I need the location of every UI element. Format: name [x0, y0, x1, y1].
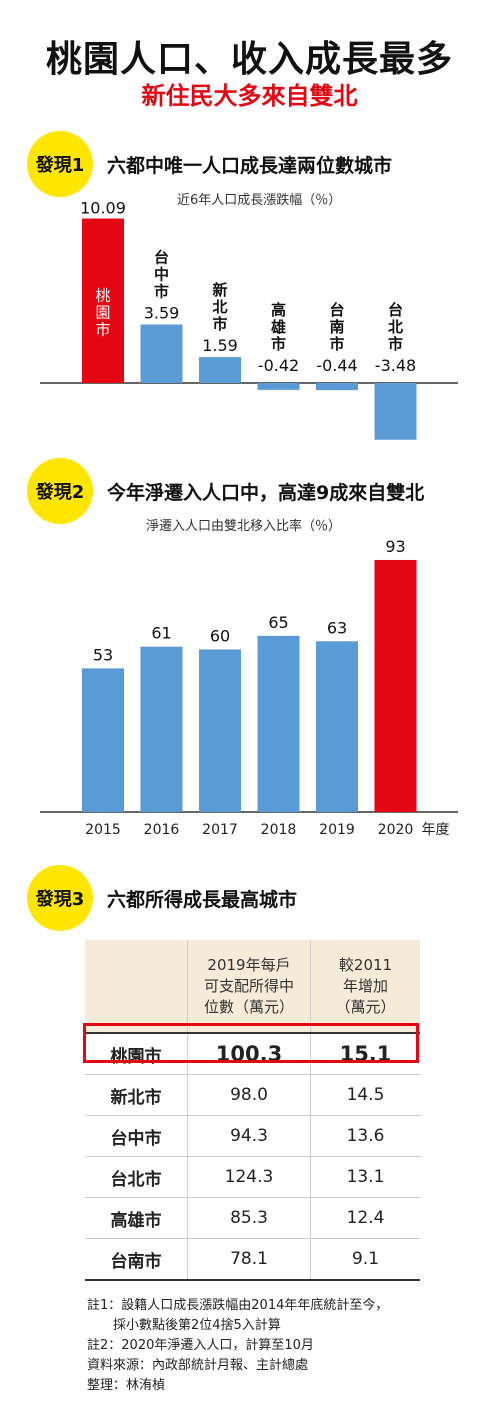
table-cell-city: 高雄市 — [85, 1197, 188, 1239]
chart2-value-label: 60 — [210, 626, 230, 645]
migration-share-chart: 53 2015 61 2016 60 2017 65 2018 63 2019 93 2020 年度 — [40, 537, 458, 838]
chart2-bar — [316, 641, 358, 812]
chart2-value-label: 63 — [327, 618, 347, 637]
footnotes: 註1：設籍人口成長漲跌幅由2014年年底統計至今， 採小數點後第2位4捨5入計算… — [87, 1296, 388, 1396]
chart1-category-label: 市 — [95, 321, 110, 339]
chart1-value-label: -0.44 — [316, 356, 357, 375]
chart2-value-label: 65 — [268, 613, 288, 632]
chart1-category-label: 中 — [154, 265, 169, 283]
chart1-bar — [316, 383, 358, 391]
chart2-bar — [199, 649, 241, 812]
chart2-year-label: 2019 — [319, 822, 355, 838]
chart2-bar — [140, 646, 183, 812]
chart1-bar — [374, 383, 417, 440]
chart2-bar — [82, 668, 124, 812]
chart2-year-label: 2015 — [85, 822, 121, 838]
table-header-row: 2019年每戶 可支配所得中 位數（萬元） 較2011 年增加 （萬元） — [85, 940, 420, 1034]
chart1-category-label: 高 — [271, 301, 286, 319]
table-row: 高雄市 85.3 12.4 — [85, 1197, 420, 1239]
table-cell-value: 12.4 — [310, 1197, 420, 1239]
chart1-value-label: 10.09 — [80, 200, 126, 218]
chart1-category-label: 桃 — [95, 287, 110, 305]
chart1-category-label: 北 — [388, 318, 403, 336]
table-row: 台北市 124.3 13.1 — [85, 1156, 420, 1198]
finding-1-badge: 發現1 — [27, 131, 93, 197]
chart1-category-label: 市 — [271, 335, 286, 353]
chart1-category-label: 市 — [329, 335, 344, 353]
page-subtitle: 新住民大多來自雙北 — [141, 81, 358, 110]
finding-3-badge: 發現3 — [27, 865, 93, 931]
chart1-category-label: 市 — [212, 315, 227, 333]
chart1-value-label: 1.59 — [202, 336, 238, 355]
table-header-income: 2019年每戶 可支配所得中 位數（萬元） — [187, 940, 311, 1034]
footnote-line: 整理：林洧楨 — [87, 1378, 166, 1393]
page-title: 桃園人口、收入成長最多 — [45, 38, 453, 80]
table-cell-value: 9.1 — [310, 1238, 420, 1281]
table-cell-value: 124.3 — [187, 1156, 311, 1198]
chart1-category-label: 南 — [329, 318, 344, 336]
table-cell-value: 78.1 — [187, 1238, 311, 1281]
table-cell-city: 台中市 — [85, 1115, 188, 1157]
table-cell-value: 13.6 — [310, 1115, 420, 1157]
chart2-year-label: 2018 — [261, 822, 297, 838]
table-cell-city: 桃園市 — [85, 1033, 188, 1075]
table-row: 新北市 98.0 14.5 — [85, 1074, 420, 1116]
chart2-x-suffix: 年度 — [422, 822, 450, 838]
chart1-category-label: 市 — [154, 282, 169, 300]
table-cell-city: 台北市 — [85, 1156, 188, 1198]
table-row: 桃園市 100.3 15.1 — [85, 1033, 420, 1075]
chart1-category-label: 台 — [388, 301, 403, 319]
chart1-bar — [82, 218, 124, 383]
highlight-row-box — [83, 1023, 419, 1063]
chart1-bar — [140, 324, 183, 383]
footnote-line: 註1：設籍人口成長漲跌幅由2014年年底統計至今， — [87, 1298, 389, 1313]
chart1-category-label: 園 — [95, 304, 110, 322]
finding-2-badge: 發現2 — [27, 458, 93, 524]
footnote-line: 註2：2020年淨遷入人口，計算至10月 — [87, 1338, 314, 1353]
chart1-category-label: 台 — [329, 301, 344, 319]
chart1-category-label: 雄 — [270, 318, 286, 336]
chart2-value-label: 61 — [151, 624, 171, 643]
finding-1: 發現1 六都中唯一人口成長達兩位數城市 — [27, 131, 392, 197]
table-row: 台中市 94.3 13.6 — [85, 1115, 420, 1157]
table-row: 台南市 78.1 9.1 — [85, 1238, 420, 1281]
table-cell-value: 94.3 — [187, 1115, 311, 1157]
table-header-empty — [85, 940, 188, 1034]
finding-1-text: 六都中唯一人口成長達兩位數城市 — [107, 154, 393, 177]
chart2-bar — [257, 635, 300, 812]
table-cell-value: 15.1 — [310, 1033, 420, 1075]
finding-2: 發現2 今年淨遷入人口中，高達9成來自雙北 — [27, 458, 424, 524]
finding-2-text: 今年淨遷入人口中，高達9成來自雙北 — [107, 481, 425, 504]
table-cell-value: 85.3 — [187, 1197, 311, 1239]
chart2-year-label: 2017 — [202, 822, 238, 838]
table-cell-city: 新北市 — [85, 1074, 188, 1116]
chart1-title: 近6年人口成長漲跌幅（％） — [177, 193, 342, 208]
chart1-bar — [199, 357, 241, 383]
chart2-year-label: 2016 — [144, 822, 180, 838]
chart2-bar — [374, 559, 417, 812]
table-header-increase: 較2011 年增加 （萬元） — [310, 940, 420, 1034]
chart1-bar — [257, 383, 300, 390]
finding-3: 發現3 六都所得成長最高城市 — [27, 865, 297, 931]
chart1-value-label: -3.48 — [375, 356, 416, 375]
chart2-year-label: 2020 — [378, 822, 414, 838]
chart1-value-label: 3.59 — [144, 303, 180, 322]
chart2-value-label: 93 — [385, 537, 405, 556]
table-cell-city: 台南市 — [85, 1238, 188, 1281]
income-table: 2019年每戶 可支配所得中 位數（萬元） 較2011 年增加 （萬元） 桃園市… — [85, 940, 420, 1281]
chart1-category-label: 市 — [388, 335, 403, 353]
chart1-value-label: -0.42 — [258, 356, 299, 375]
population-growth-chart: 桃園市10.09台中市3.59新北市1.59高雄市-0.42台南市-0.44台北… — [40, 200, 458, 440]
footnote-line: 資料來源：內政部統計月報、主計總處 — [87, 1358, 309, 1373]
chart1-category-label: 北 — [212, 298, 227, 316]
finding-3-text: 六都所得成長最高城市 — [107, 888, 298, 911]
chart1-category-label: 新 — [212, 281, 227, 299]
chart2-value-label: 53 — [93, 645, 113, 664]
footnote-line: 採小數點後第2位4捨5入計算 — [87, 1318, 281, 1333]
table-cell-value: 98.0 — [187, 1074, 311, 1116]
chart2-title: 淨遷入人口由雙北移入比率（％） — [146, 519, 342, 534]
chart1-category-label: 台 — [154, 248, 169, 266]
table-cell-value: 14.5 — [310, 1074, 420, 1116]
table-cell-value: 13.1 — [310, 1156, 420, 1198]
